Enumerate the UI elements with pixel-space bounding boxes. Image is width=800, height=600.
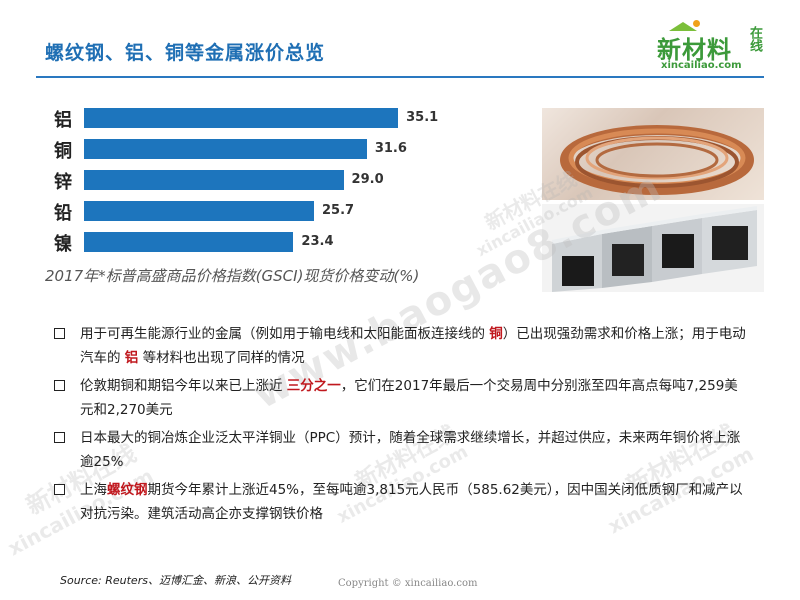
page-title: 螺纹钢、铝、铜等金属涨价总览 (45, 42, 326, 64)
bar (84, 201, 314, 221)
bar (84, 170, 344, 190)
bullet-item: 日本最大的铜冶炼企业泛太平洋铜业（PPC）预计，随着全球需求继续增长，并超过供应… (50, 426, 750, 474)
copper-wire-image (542, 108, 764, 200)
bullet-item: 用于可再生能源行业的金属（例如用于输电线和太阳能面板连接线的 铜）已出现强劲需求… (50, 322, 750, 370)
bullet-text: 伦敦期铜和期铝今年以来已上涨近 (80, 378, 287, 394)
logo-text: 新材料 (657, 36, 732, 64)
source-note: Source: Reuters、迈博汇金、新浪、公开资料 (60, 574, 291, 587)
copyright-note: Copyright © xincailiao.com (338, 578, 478, 589)
house-icon (669, 22, 697, 31)
sun-icon (693, 20, 700, 27)
bullet-text: 用于可再生能源行业的金属（例如用于输电线和太阳能面板连接线的 (80, 326, 490, 342)
bar-value-label: 25.7 (322, 203, 355, 218)
brand-logo: 新材料 在线 xincailiao.com (655, 20, 765, 76)
copper-coil-drawing (560, 125, 754, 195)
bar-value-label: 23.4 (301, 234, 334, 249)
bar-category-label: 铝 (54, 110, 72, 131)
logo-side-text: 在线 (747, 26, 762, 52)
bullet-item: 伦敦期铜和期铝今年以来已上涨近 三分之一，它们在2017年最后一个交易周中分别涨… (50, 374, 750, 422)
bar (84, 139, 367, 159)
square-bullet-icon (54, 432, 65, 443)
bar (84, 232, 294, 252)
square-bullet-icon (54, 328, 65, 339)
bullet-text: ）已出现强劲需求和价格上涨；用于电动汽车的 (80, 326, 746, 366)
highlight-text: 螺纹钢 (107, 482, 148, 498)
bar-category-label: 铅 (54, 203, 72, 224)
highlight-text: 铝 (124, 350, 139, 366)
bullet-text: 期货今年累计上涨近45%，至每吨逾3,815元人民币（585.62美元），因中国… (80, 482, 743, 522)
bar (84, 108, 399, 128)
highlight-text: 铜 (489, 326, 503, 342)
bullet-list: 用于可再生能源行业的金属（例如用于输电线和太阳能面板连接线的 铜）已出现强劲需求… (50, 322, 750, 530)
bullet-text: 日本最大的铜冶炼企业泛太平洋铜业（PPC）预计，随着全球需求继续增长，并超过供应… (80, 430, 741, 470)
square-bullet-icon (54, 484, 65, 495)
bullet-text: ，它们在2017年最后一个交易周中分别涨至四年高点每吨7,259美元和2,270… (80, 378, 738, 418)
bar-category-label: 铜 (54, 141, 72, 162)
highlight-text: 三分之一 (286, 378, 341, 394)
bar-category-label: 锌 (54, 172, 72, 193)
bar-value-label: 35.1 (406, 110, 439, 125)
chart-caption: 2017年*标普高盛商品价格指数(GSCI)现货价格变动(%) (45, 267, 420, 285)
bullet-item: 上海螺纹钢期货今年累计上涨近45%，至每吨逾3,815元人民币（585.62美元… (50, 478, 750, 526)
bullet-text: 等材料也出现了同样的情况 (138, 350, 305, 366)
bar-category-label: 镍 (54, 234, 72, 255)
aluminum-tubes-image (542, 204, 764, 292)
title-divider (36, 76, 764, 78)
bar-value-label: 29.0 (351, 172, 384, 187)
bullet-text: 上海 (80, 482, 107, 498)
bar-value-label: 31.6 (374, 141, 407, 156)
logo-url: xincailiao.com (661, 60, 742, 71)
aluminum-profiles-drawing (552, 206, 757, 292)
square-bullet-icon (54, 380, 65, 391)
metal-price-bar-chart: 铝 35.1 铜 31.6 锌 29.0 铅 25.7 镍 23.4 (45, 104, 465, 264)
